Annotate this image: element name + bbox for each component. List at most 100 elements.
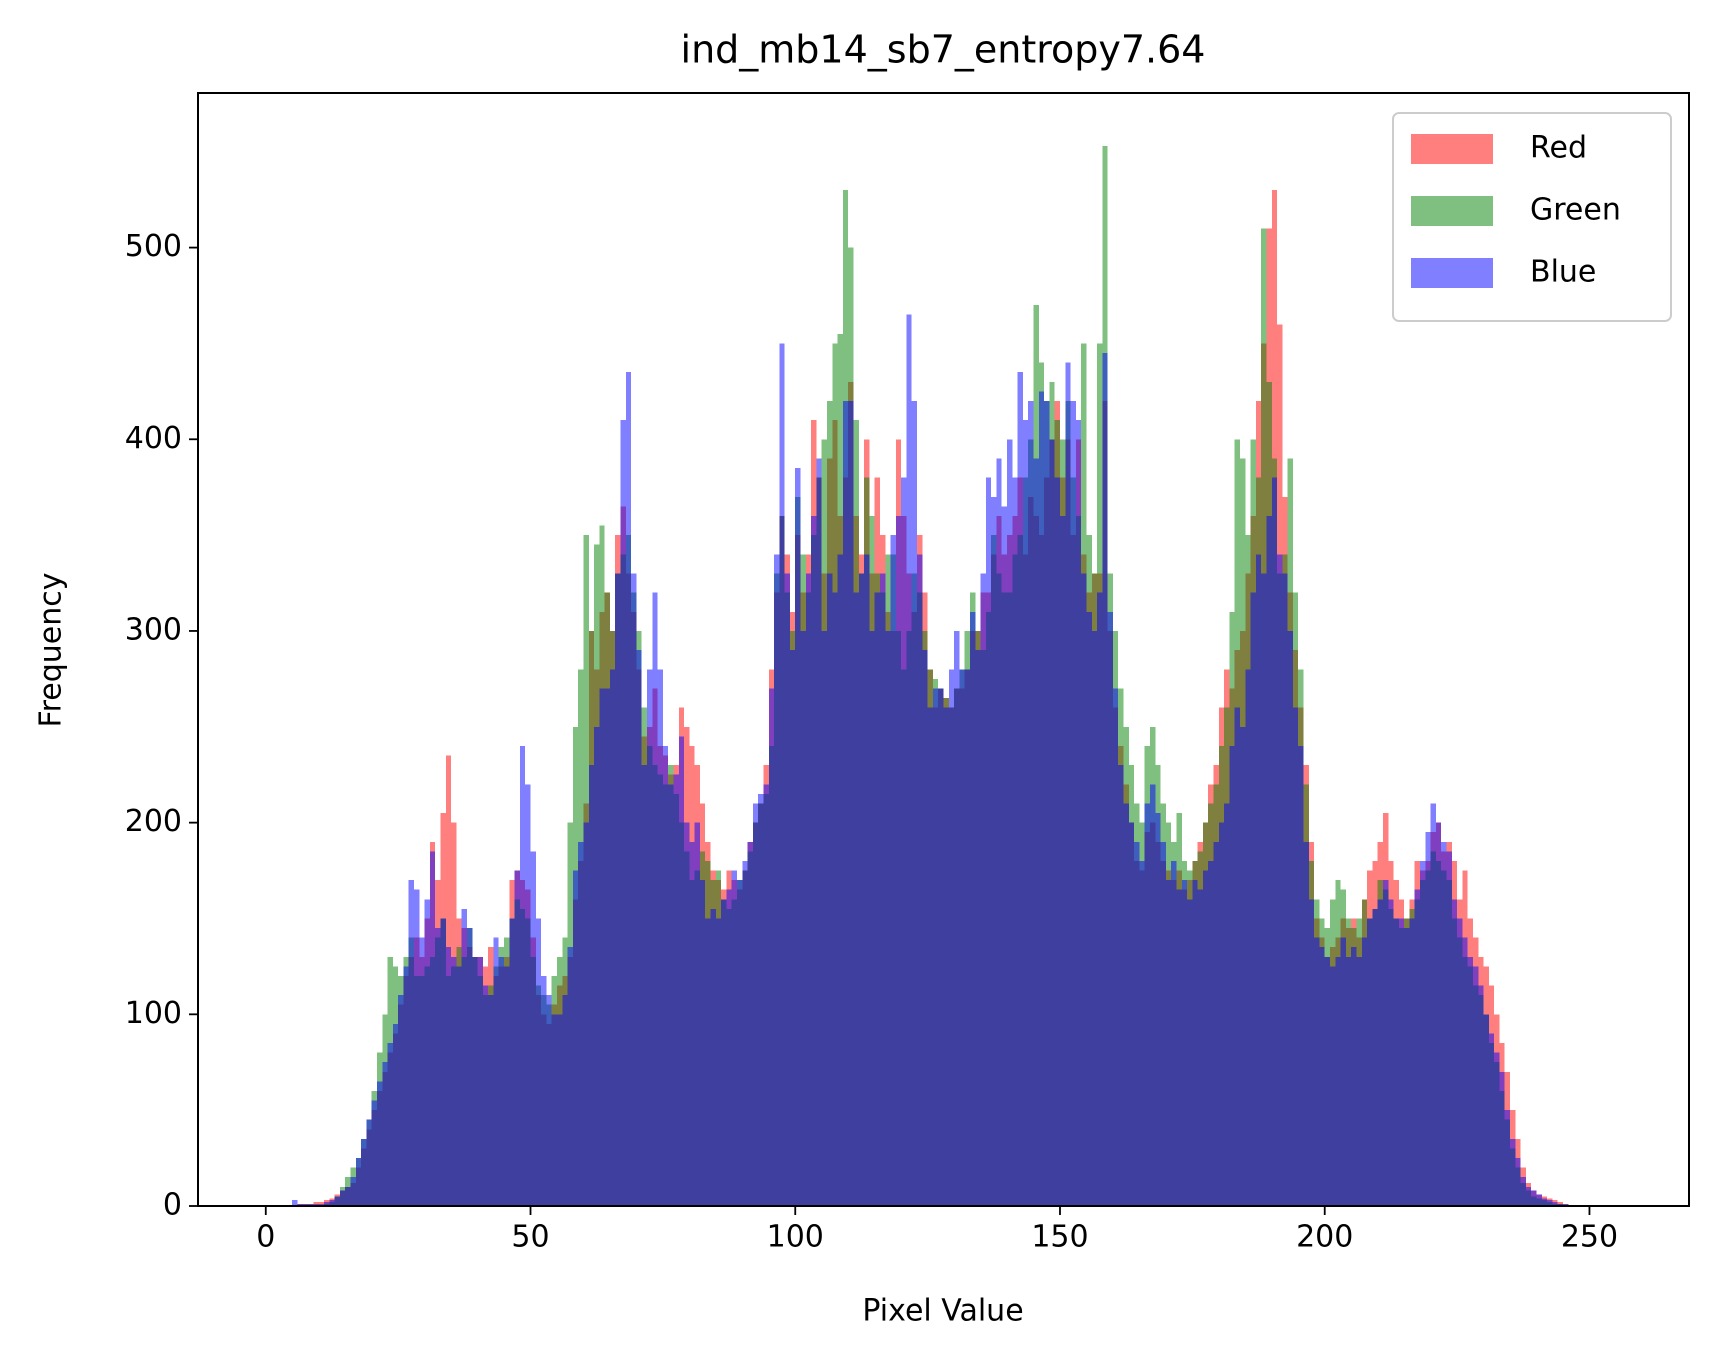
histogram-bar <box>726 889 732 1206</box>
histogram-bar <box>800 630 806 1206</box>
histogram-bar <box>821 630 828 1206</box>
y-tick-label: 500 <box>125 229 182 264</box>
histogram-bar <box>869 630 875 1206</box>
histogram-bar <box>1049 439 1055 1206</box>
x-axis-label: Pixel Value <box>862 1294 1023 1329</box>
histogram-bar <box>1097 592 1103 1206</box>
histogram-bar <box>609 669 616 1206</box>
histogram-bar <box>779 343 785 1206</box>
histogram-bar <box>1515 1158 1521 1206</box>
histogram-bar <box>1118 765 1124 1206</box>
histogram-bar <box>1504 1110 1511 1206</box>
y-tick-label: 400 <box>125 421 182 456</box>
histogram-bar <box>488 995 494 1206</box>
histogram-bar <box>805 573 812 1206</box>
histogram-bar <box>1007 439 1013 1206</box>
histogram-bar <box>1192 880 1198 1206</box>
histogram-bar <box>472 956 478 1206</box>
histogram-bar <box>789 650 796 1206</box>
histogram-bar <box>1102 353 1108 1207</box>
histogram-bar <box>1536 1194 1542 1206</box>
histogram-bar <box>1218 822 1225 1206</box>
histogram-bar <box>795 468 801 1206</box>
y-tick-label: 0 <box>163 1188 182 1223</box>
histogram-bar <box>901 477 907 1207</box>
histogram-bar <box>969 611 976 1206</box>
histogram-bar <box>668 784 674 1206</box>
histogram-bar <box>684 822 690 1206</box>
histogram-bar <box>466 928 473 1206</box>
histogram-bar <box>1028 400 1034 1206</box>
histogram-bar <box>556 1014 563 1206</box>
histogram-bar <box>710 908 716 1206</box>
histogram-bar <box>1165 880 1172 1206</box>
histogram-bar <box>1202 870 1209 1206</box>
histogram-bar <box>599 688 605 1206</box>
plot-frame <box>197 92 1690 1207</box>
legend-label: Green <box>1530 193 1621 228</box>
histogram-bar <box>1382 880 1389 1206</box>
histogram-bar <box>811 515 817 1206</box>
histogram-bar <box>435 928 441 1206</box>
histogram-bar <box>1425 832 1431 1206</box>
histogram-bar <box>493 937 499 1206</box>
histogram-bar <box>1420 860 1426 1206</box>
histogram-bar <box>525 784 531 1206</box>
histogram-bar <box>1541 1198 1548 1206</box>
histogram-bar <box>1330 966 1336 1206</box>
histogram-bar <box>758 793 764 1206</box>
histogram-bar <box>376 1081 383 1206</box>
histogram-bar <box>673 774 679 1206</box>
histogram-bar <box>874 592 880 1206</box>
histogram-bar <box>1345 956 1352 1206</box>
histogram-bar <box>959 669 965 1206</box>
histogram-bar <box>954 630 960 1206</box>
histogram-bar <box>742 860 748 1206</box>
histogram-bar <box>895 515 902 1206</box>
histogram-bar <box>498 956 505 1206</box>
histogram-bar <box>329 1200 335 1206</box>
histogram-bar <box>371 1100 377 1206</box>
histogram-bar <box>1155 813 1161 1206</box>
histogram-bar <box>451 956 457 1206</box>
histogram-bar <box>853 592 859 1206</box>
histogram-bar <box>408 880 415 1206</box>
histogram-bar <box>715 918 722 1206</box>
histogram-bar <box>440 918 446 1206</box>
histogram-bar <box>890 535 896 1206</box>
histogram-bar <box>1033 458 1039 1206</box>
histogram-bar <box>588 765 595 1206</box>
histogram-bar <box>1054 477 1060 1207</box>
histogram-bar <box>419 937 425 1206</box>
histogram-bar <box>482 985 489 1206</box>
histogram-bar <box>1398 918 1405 1206</box>
histogram-bar <box>350 1177 356 1206</box>
histogram-bar <box>345 1186 351 1206</box>
axes: 0 50 100 150 200 250 0 100 200 300 400 500 <box>125 92 1690 1255</box>
histogram-bar <box>562 995 568 1206</box>
histogram-bar <box>1176 889 1182 1206</box>
histogram-bar <box>678 736 685 1206</box>
histogram-bar <box>832 592 838 1206</box>
histogram-bar <box>456 966 462 1206</box>
histogram-bar <box>1229 745 1235 1206</box>
histogram-bar <box>816 458 822 1206</box>
histogram-bar <box>1044 400 1050 1206</box>
histogram-bar <box>1160 841 1166 1206</box>
histogram-bar <box>784 573 790 1206</box>
histogram-bar <box>1441 841 1447 1206</box>
histogram-bar <box>657 669 663 1206</box>
histogram-bar <box>848 400 854 1206</box>
histogram-bar <box>1144 803 1150 1206</box>
histogram-bar <box>324 1202 330 1206</box>
histogram-bar <box>461 908 467 1206</box>
histogram-bar <box>615 573 621 1206</box>
histogram-bar <box>1435 822 1442 1206</box>
legend-swatch <box>1411 196 1493 226</box>
histogram-bar <box>694 822 700 1206</box>
histogram-bar <box>1065 362 1071 1207</box>
histogram-bar <box>1017 372 1023 1206</box>
histogram-bar <box>911 400 918 1206</box>
histogram-bar <box>1059 515 1066 1206</box>
histogram-bar <box>864 554 870 1206</box>
